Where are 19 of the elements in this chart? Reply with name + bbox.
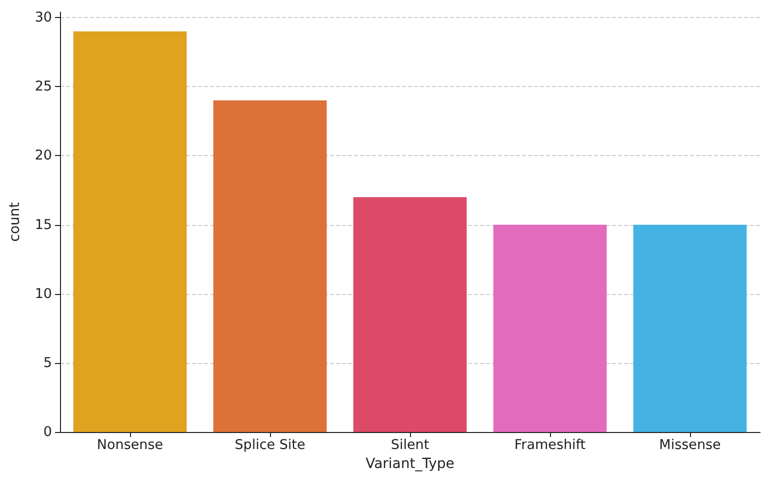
bar xyxy=(353,197,467,432)
y-tick-label: 30 xyxy=(34,10,52,26)
x-tick-label: Nonsense xyxy=(96,437,164,453)
x-tick-label: Splice Site xyxy=(234,437,306,453)
y-tick-label: 25 xyxy=(34,78,52,95)
y-tick-label: 5 xyxy=(43,354,52,371)
y-tick-label: 10 xyxy=(34,286,52,302)
bar xyxy=(493,224,607,432)
y-tick-label: 20 xyxy=(34,148,52,164)
x-tick-label: Missense xyxy=(659,437,721,453)
x-tick-label: Frameshift xyxy=(514,437,586,453)
x-tick-label: Silent xyxy=(390,437,430,453)
y-tick-label: 0 xyxy=(43,424,52,440)
bar xyxy=(73,31,187,432)
x-axis-title: Variant_Type xyxy=(366,456,454,472)
bar xyxy=(213,100,327,432)
y-axis-title: count xyxy=(7,202,23,242)
y-tick-label: 15 xyxy=(34,216,52,233)
bar xyxy=(633,224,747,432)
